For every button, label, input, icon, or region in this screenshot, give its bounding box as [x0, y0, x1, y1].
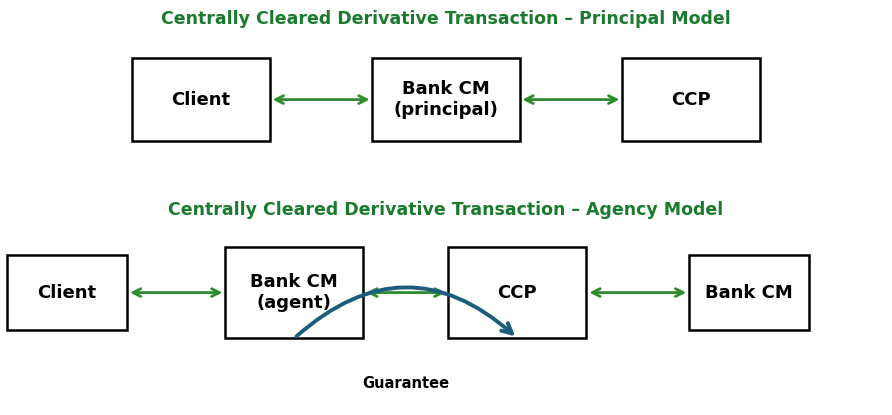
Text: Bank CM: Bank CM — [706, 283, 793, 302]
Text: CCP: CCP — [672, 90, 711, 109]
Text: Client: Client — [37, 283, 96, 302]
FancyBboxPatch shape — [448, 247, 587, 338]
FancyBboxPatch shape — [225, 247, 363, 338]
FancyBboxPatch shape — [132, 58, 269, 141]
FancyArrowPatch shape — [296, 287, 512, 337]
Text: CCP: CCP — [498, 283, 537, 302]
FancyBboxPatch shape — [622, 58, 760, 141]
Text: Guarantee: Guarantee — [362, 376, 450, 391]
Text: Bank CM
(principal): Bank CM (principal) — [393, 80, 499, 119]
FancyBboxPatch shape — [6, 255, 128, 330]
Text: Centrally Cleared Derivative Transaction – Agency Model: Centrally Cleared Derivative Transaction… — [169, 201, 723, 219]
FancyBboxPatch shape — [689, 255, 810, 330]
Text: Bank CM
(agent): Bank CM (agent) — [251, 273, 338, 312]
FancyBboxPatch shape — [373, 58, 519, 141]
Text: Client: Client — [171, 90, 230, 109]
Text: Centrally Cleared Derivative Transaction – Principal Model: Centrally Cleared Derivative Transaction… — [161, 10, 731, 28]
